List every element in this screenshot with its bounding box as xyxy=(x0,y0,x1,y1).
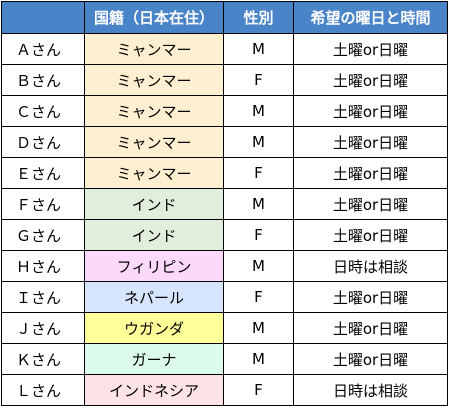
person-name-cell: Ｉさん xyxy=(1,281,85,313)
nationality-cell: インド xyxy=(84,219,224,251)
nationality-cell: ウガンダ xyxy=(84,312,224,344)
person-name-cell: Ｊさん xyxy=(1,312,85,344)
nationality-cell: ミャンマー xyxy=(84,95,224,127)
preferred-day-cell: 土曜or日曜 xyxy=(293,95,448,127)
person-name-cell: Ｈさん xyxy=(1,250,85,282)
preferred-day-cell: 土曜or日曜 xyxy=(293,281,448,313)
table-row: Ｈさん フィリピン M 日時は相談 xyxy=(1,250,448,282)
sex-cell: F xyxy=(223,374,294,406)
header-row: 国籍（日本在住） 性別 希望の曜日と時間 xyxy=(1,1,448,34)
sex-cell: M xyxy=(223,95,294,127)
table-row: Ｊさん ウガンダ M 土曜or日曜 xyxy=(1,312,448,344)
header-preferred-day: 希望の曜日と時間 xyxy=(293,1,448,34)
preferred-day-cell: 土曜or日曜 xyxy=(293,33,448,65)
nationality-cell: ガーナ xyxy=(84,343,224,375)
table-body: Ａさん ミャンマー M 土曜or日曜 Ｂさん ミャンマー F 土曜or日曜 Ｃさん ミャンマー M 土… xyxy=(1,33,448,406)
nationality-cell: ミャンマー xyxy=(84,33,224,65)
nationality-cell: インドネシア xyxy=(84,374,224,406)
nationality-cell: ミャンマー xyxy=(84,64,224,96)
nationality-cell: インド xyxy=(84,188,224,220)
preferred-day-cell: 土曜or日曜 xyxy=(293,343,448,375)
sex-cell: M xyxy=(223,188,294,220)
nationality-cell: ミャンマー xyxy=(84,157,224,189)
preferred-day-cell: 日時は相談 xyxy=(293,374,448,406)
table-row: Ａさん ミャンマー M 土曜or日曜 xyxy=(1,33,448,65)
table-row: Ｉさん ネパール F 土曜or日曜 xyxy=(1,281,448,313)
table-row: Ｋさん ガーナ M 土曜or日曜 xyxy=(1,343,448,375)
sex-cell: M xyxy=(223,126,294,158)
sex-cell: F xyxy=(223,281,294,313)
table-row: Ｄさん ミャンマー M 土曜or日曜 xyxy=(1,126,448,158)
sex-cell: M xyxy=(223,343,294,375)
person-name-cell: Ｃさん xyxy=(1,95,85,127)
person-name-cell: Ｌさん xyxy=(1,374,85,406)
person-name-cell: Ｇさん xyxy=(1,219,85,251)
preferred-day-cell: 土曜or日曜 xyxy=(293,157,448,189)
nationality-cell: フィリピン xyxy=(84,250,224,282)
person-name-cell: Ｆさん xyxy=(1,188,85,220)
sex-cell: M xyxy=(223,33,294,65)
table-row: Ｆさん インド M 土曜or日曜 xyxy=(1,188,448,220)
table-row: Ｅさん ミャンマー F 土曜or日曜 xyxy=(1,157,448,189)
preferred-day-cell: 土曜or日曜 xyxy=(293,126,448,158)
table-row: Ｂさん ミャンマー F 土曜or日曜 xyxy=(1,64,448,96)
nationality-cell: ミャンマー xyxy=(84,126,224,158)
person-name-cell: Ｄさん xyxy=(1,126,85,158)
table-row: Ｌさん インドネシア F 日時は相談 xyxy=(1,374,448,406)
header-name xyxy=(1,1,85,34)
preferred-day-cell: 土曜or日曜 xyxy=(293,219,448,251)
preferred-day-cell: 土曜or日曜 xyxy=(293,188,448,220)
header-nationality: 国籍（日本在住） xyxy=(84,1,224,34)
header-sex: 性別 xyxy=(223,1,294,34)
table-row: Ｇさん インド F 土曜or日曜 xyxy=(1,219,448,251)
person-name-cell: Ａさん xyxy=(1,33,85,65)
person-name-cell: Ｂさん xyxy=(1,64,85,96)
preferred-day-cell: 日時は相談 xyxy=(293,250,448,282)
sex-cell: F xyxy=(223,157,294,189)
participants-table: 国籍（日本在住） 性別 希望の曜日と時間 Ａさん ミャンマー M 土曜or日曜 Ｂさんミ… xyxy=(1,1,448,406)
sex-cell: M xyxy=(223,312,294,344)
person-name-cell: Ｅさん xyxy=(1,157,85,189)
table-row: Ｃさん ミャンマー M 土曜or日曜 xyxy=(1,95,448,127)
sex-cell: M xyxy=(223,250,294,282)
sex-cell: F xyxy=(223,64,294,96)
sex-cell: F xyxy=(223,219,294,251)
person-name-cell: Ｋさん xyxy=(1,343,85,375)
preferred-day-cell: 土曜or日曜 xyxy=(293,64,448,96)
preferred-day-cell: 土曜or日曜 xyxy=(293,312,448,344)
nationality-cell: ネパール xyxy=(84,281,224,313)
